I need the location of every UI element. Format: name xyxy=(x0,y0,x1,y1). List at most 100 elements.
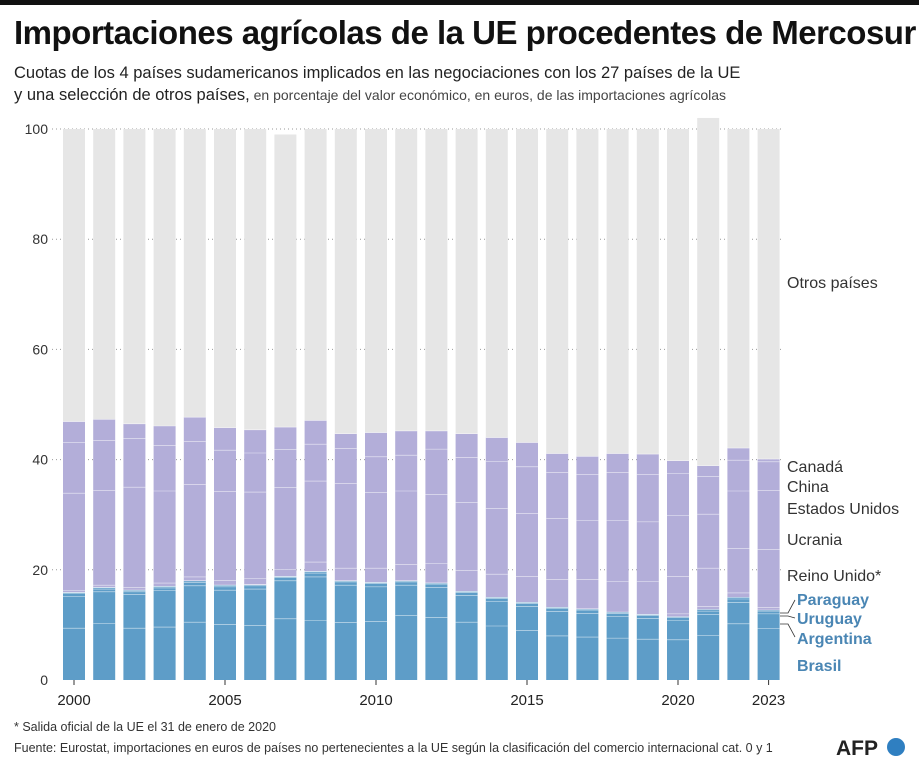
bar-segment-otros-países-2007 xyxy=(274,134,297,428)
bar-segment-paraguay-2022 xyxy=(727,597,750,600)
bar-segment-china-2006 xyxy=(244,452,267,493)
bar-group-2001 xyxy=(93,129,116,680)
bar-segment-uruguay-2005 xyxy=(214,586,236,591)
bar-segment-paraguay-2008 xyxy=(304,571,327,574)
bar-segment-argentina-2013 xyxy=(455,595,478,623)
bar-segment-argentina-2004 xyxy=(183,585,206,623)
bar-segment-estados-unidos-2007 xyxy=(274,487,297,570)
legend-estados-unidos: Estados Unidos xyxy=(787,501,899,518)
bar-segment-china-2012 xyxy=(425,449,448,495)
afp-logo-dot xyxy=(887,738,905,756)
bar-segment-canadá-2017 xyxy=(576,456,599,475)
bar-segment-china-2003 xyxy=(153,445,176,492)
bar-segment-canadá-2006 xyxy=(244,429,267,453)
bar-segment-argentina-2014 xyxy=(485,601,508,627)
subtitle-line-2-small: en porcentaje del valor económico, en eu… xyxy=(249,87,727,103)
bar-segment-paraguay-2000 xyxy=(63,592,85,594)
bar-segment-canadá-2019 xyxy=(636,454,659,475)
bar-segment-ucrania-2006 xyxy=(244,578,267,585)
bar-segment-brasil-2000 xyxy=(63,628,85,680)
y-tick-label: 60 xyxy=(32,341,48,357)
bar-segment-paraguay-2009 xyxy=(334,580,357,582)
bar-segment-argentina-2010 xyxy=(365,586,387,622)
bar-segment-canadá-2005 xyxy=(214,427,236,451)
bar-segment-ucrania-2008 xyxy=(304,562,327,572)
bar-segment-paraguay-2013 xyxy=(455,591,478,593)
bar-segment-argentina-2021 xyxy=(697,614,720,636)
bar-segment-canadá-2023 xyxy=(757,459,780,462)
bar-segment-uruguay-2007 xyxy=(274,577,297,581)
chart-subtitle: Cuotas de los 4 países sudamericanos imp… xyxy=(14,62,740,106)
bar-segment-brasil-2002 xyxy=(123,628,146,680)
bar-segment-paraguay-2005 xyxy=(214,585,236,587)
y-axis-labels: 0 20 40 60 80 100 xyxy=(25,121,49,688)
bar-group-2017 xyxy=(576,129,599,680)
bar-segment-estados-unidos-2006 xyxy=(244,492,267,579)
bar-segment-canadá-2000 xyxy=(63,421,85,443)
bar-segment-argentina-2008 xyxy=(304,576,327,621)
bar-segment-estados-unidos-2011 xyxy=(395,491,418,565)
bar-group-2003 xyxy=(153,129,176,680)
bar-segment-brasil-2020 xyxy=(667,639,689,680)
bar-segment-argentina-2019 xyxy=(636,618,659,640)
bar-segment-brasil-2019 xyxy=(636,639,659,680)
bar-segment-otros-países-2020 xyxy=(667,129,689,461)
bar-segment-canadá-2014 xyxy=(485,437,508,462)
bar-group-2016 xyxy=(546,129,569,680)
y-tick-label: 40 xyxy=(32,452,48,468)
leader-line-paraguay xyxy=(780,599,796,614)
bar-segment-ucrania-2004 xyxy=(183,576,206,581)
bar-group-2006 xyxy=(244,129,267,680)
bar-segment-estados-unidos-2017 xyxy=(576,520,599,580)
bar-segment-ucrania-2000 xyxy=(63,590,85,593)
bar-segment-canadá-2004 xyxy=(183,417,206,442)
bar-segment-otros-países-2012 xyxy=(425,129,448,431)
bar-segment-china-2011 xyxy=(395,455,418,492)
source-note: Fuente: Eurostat, importaciones en euros… xyxy=(14,741,773,755)
bar-segment-canadá-2007 xyxy=(274,427,297,450)
bar-segment-argentina-2009 xyxy=(334,585,357,623)
bar-segment-uruguay-2001 xyxy=(93,589,116,592)
bar-segment-china-2001 xyxy=(93,440,116,491)
bar-group-2021 xyxy=(697,117,720,680)
bar-segment-otros-países-2009 xyxy=(334,129,357,434)
bar-segment-brasil-2006 xyxy=(244,625,267,680)
bar-segment-ucrania-2012 xyxy=(425,563,448,584)
bar-segment-brasil-2022 xyxy=(727,623,750,680)
bar-segment-estados-unidos-2008 xyxy=(304,481,327,563)
bar-segment-uruguay-2017 xyxy=(576,610,599,614)
bar-segment-ucrania-2021 xyxy=(697,568,720,607)
x-axis-labels: 2000 2005 2010 2015 2020 2023 xyxy=(57,680,785,709)
bar-segment-uruguay-2008 xyxy=(304,573,327,577)
bar-segment-canadá-2009 xyxy=(334,433,357,449)
bar-group-2008 xyxy=(304,129,327,680)
bar-segment-paraguay-2018 xyxy=(606,612,629,614)
x-tick-label: 2023 xyxy=(752,692,785,709)
bar-segment-argentina-2003 xyxy=(153,590,176,628)
bar-segment-paraguay-2023 xyxy=(757,610,780,612)
bar-segment-canadá-2013 xyxy=(455,433,478,458)
bar-segment-uruguay-2016 xyxy=(546,608,569,612)
bar-segment-estados-unidos-2014 xyxy=(485,508,508,575)
legend-otros-paises: Otros países xyxy=(787,275,878,292)
bar-segment-china-2007 xyxy=(274,449,297,488)
bar-group-2020 xyxy=(667,129,689,680)
bar-segment-china-2009 xyxy=(334,448,357,484)
bar-segment-argentina-2020 xyxy=(667,620,689,640)
bar-segment-estados-unidos-2001 xyxy=(93,490,116,586)
bar-segment-uruguay-2023 xyxy=(757,611,780,614)
bar-segment-ucrania-2019 xyxy=(636,581,659,615)
y-tick-label: 80 xyxy=(32,231,48,247)
x-tick-label: 2005 xyxy=(208,692,241,709)
bar-segment-brasil-2009 xyxy=(334,622,357,680)
bar-segment-ucrania-2023 xyxy=(757,549,780,608)
bar-segment-brasil-2007 xyxy=(274,618,297,680)
bar-segment-otros-países-2004 xyxy=(183,129,206,418)
bar-segment-canadá-2003 xyxy=(153,425,176,446)
bar-segment-canadá-2008 xyxy=(304,420,327,445)
bar-segment-brasil-2014 xyxy=(485,626,508,680)
bar-segment-estados-unidos-2015 xyxy=(516,513,538,577)
legend-canada: Canadá xyxy=(787,459,843,476)
afp-logo-icon: AFP xyxy=(836,737,905,760)
